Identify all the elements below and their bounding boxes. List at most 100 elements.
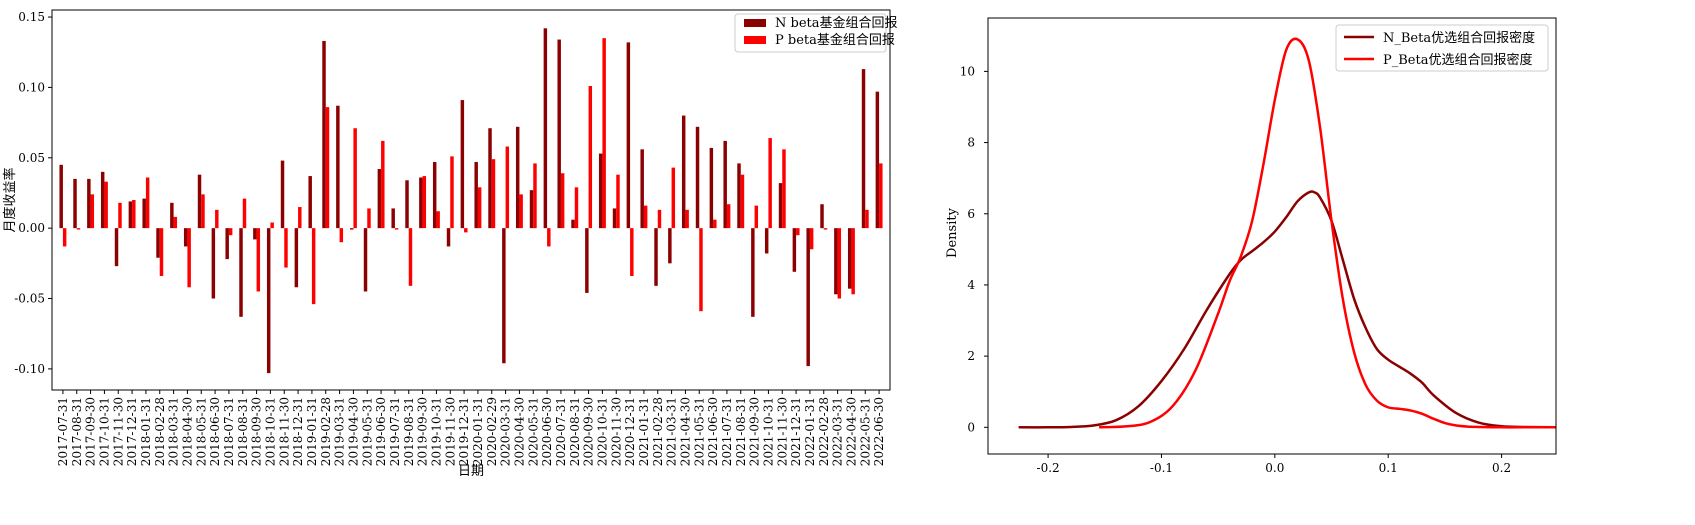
legend-swatch-p-beta	[744, 36, 766, 44]
bar-p-2021-07-31	[726, 204, 731, 229]
kde-x-tick-label: -0.1	[1150, 461, 1173, 475]
legend-label-n-beta-density: N_Beta优选组合回报密度	[1383, 30, 1535, 46]
kde-legend: N_Beta优选组合回报密度 P_Beta优选组合回报密度	[1335, 24, 1549, 72]
legend-label-p-beta: P beta基金组合回报	[775, 32, 895, 48]
bar-p-2021-06-30	[713, 219, 717, 229]
bar-n-2019-03-31	[336, 105, 340, 229]
bar-n-2021-02-28	[654, 228, 658, 286]
bar-n-2021-10-31	[764, 228, 769, 254]
bar-n-2020-02-29	[488, 128, 492, 229]
bar-p-2020-06-30	[547, 228, 551, 247]
bar-n-2021-06-30	[709, 147, 714, 229]
kde-x-tick-label: -0.2	[1037, 461, 1060, 475]
bar-p-2018-10-31	[270, 222, 274, 229]
bar-p-2020-05-31	[533, 163, 537, 229]
bar-n-2017-09-30	[87, 178, 91, 229]
bar-p-2020-11-30	[616, 174, 620, 229]
bar-p-2021-04-30	[685, 209, 689, 229]
bar-x-axis-label: 日期	[458, 464, 484, 479]
bar-n-2018-04-30	[183, 228, 188, 247]
bar-x-tick-label: 2018-06-30	[208, 397, 222, 466]
bar-p-2019-04-30	[353, 128, 357, 229]
kde-y-tick-label: 2	[967, 349, 975, 363]
bar-x-tick-label: 2018-08-31	[236, 397, 250, 466]
bar-p-2019-12-31	[464, 228, 468, 233]
bar-x-tick-label: 2021-03-31	[665, 397, 679, 466]
kde-y-tick-label: 10	[960, 64, 975, 78]
kde-chart: 0 2 4 6 8 10 -0.2 -0.1 0.0 0.1 0.2 Density N_Beta…	[945, 17, 1557, 475]
bar-p-2017-07-31	[62, 228, 67, 247]
kde-x-tick-label: 0.1	[1379, 461, 1398, 475]
bar-p-2022-06-30	[879, 163, 883, 229]
bar-x-tick-label: 2020-09-30	[582, 397, 596, 466]
bar-n-2019-10-31	[432, 162, 437, 229]
bar-p-2020-03-31	[505, 146, 510, 229]
bar-p-2019-07-31	[394, 228, 399, 230]
bar-y-tick-label: -0.05	[14, 292, 45, 306]
bar-x-tick-label: 2021-05-31	[692, 397, 706, 466]
bar-p-2019-05-31	[367, 208, 371, 229]
bar-n-2020-12-31	[626, 42, 631, 229]
kde-legend-box	[1335, 24, 1549, 72]
bar-p-2018-03-31	[173, 216, 178, 229]
bar-p-2018-08-31	[242, 198, 247, 229]
bar-n-2019-07-31	[391, 208, 395, 229]
bar-x-tick-label: 2021-09-30	[748, 397, 762, 466]
bar-y-axis-ticks: -0.10 -0.05 0.00 0.05 0.10 0.15	[14, 10, 52, 376]
bar-x-tick-label: 2020-12-31	[623, 397, 637, 466]
bar-p-2019-02-28	[325, 107, 330, 229]
bar-n-2020-01-31	[474, 162, 478, 229]
bar-x-tick-label: 2017-10-31	[97, 397, 111, 466]
density-line-p-beta	[1099, 37, 1556, 429]
bar-x-tick-label: 2019-04-30	[346, 397, 360, 466]
bar-legend: N beta基金组合回报 P beta基金组合回报	[734, 13, 898, 53]
bar-n-2020-06-30	[543, 28, 548, 229]
bar-y-axis-label: 月度收益率	[2, 167, 18, 232]
bar-p-2019-03-31	[339, 228, 344, 243]
bar-x-tick-label: 2020-10-31	[595, 397, 609, 466]
bar-p-2018-07-31	[228, 228, 233, 236]
bar-p-2017-12-31	[132, 200, 136, 229]
bar-n-2019-09-30	[419, 177, 423, 229]
bar-n-2018-11-30	[280, 160, 285, 229]
bar-x-tick-label: 2019-03-31	[333, 397, 347, 466]
bar-x-tick-label: 2018-07-31	[222, 397, 236, 466]
bar-p-2017-09-30	[90, 194, 95, 229]
bar-x-tick-label: 2018-04-30	[180, 397, 194, 466]
bar-x-axis-ticks: 2017-07-31 2017-08-31 2017-09-30 2017-10-31…	[56, 390, 886, 466]
bar-x-tick-label: 2021-10-31	[761, 397, 775, 466]
bar-n-2022-04-30	[847, 228, 852, 289]
bar-p-2021-11-30	[782, 149, 786, 229]
bar-n-2021-12-31	[792, 228, 797, 272]
bar-p-2019-08-31	[408, 228, 413, 286]
bar-n-2020-03-31	[502, 228, 506, 364]
bar-n-2022-01-31	[806, 228, 810, 367]
bar-n-2020-11-30	[612, 208, 617, 229]
bar-n-2017-07-31	[59, 164, 63, 229]
density-line-n-beta	[1018, 190, 1557, 429]
bar-y-tick-label: 0.00	[18, 221, 45, 235]
bar-x-tick-label: 2019-01-31	[305, 397, 319, 466]
bar-p-2018-06-30	[215, 209, 219, 229]
bar-p-2019-10-31	[436, 211, 440, 229]
bar-p-2020-01-31	[477, 187, 482, 229]
bar-p-2019-01-31	[311, 228, 316, 305]
bar-y-tick-label: 0.05	[18, 151, 45, 165]
bar-n-2021-01-31	[640, 149, 644, 229]
bar-n-2020-09-30	[585, 228, 589, 293]
bar-p-2018-09-30	[256, 228, 261, 292]
bar-x-tick-label: 2021-12-31	[789, 397, 803, 466]
bar-x-tick-label: 2018-11-30	[277, 397, 291, 466]
bar-x-tick-label: 2022-06-30	[872, 397, 886, 466]
bar-x-tick-label: 2018-12-31	[291, 397, 305, 466]
bar-n-2021-08-31	[737, 163, 741, 229]
bar-p-2019-06-30	[381, 140, 385, 229]
bar-n-2022-06-30	[875, 91, 880, 229]
bar-n-2018-03-31	[170, 202, 174, 229]
bar-x-tick-label: 2019-10-31	[429, 397, 443, 466]
bar-x-tick-label: 2020-07-31	[554, 397, 568, 466]
bar-x-tick-label: 2022-03-31	[831, 397, 845, 466]
bar-marks	[59, 28, 883, 374]
bar-p-2020-07-31	[560, 173, 565, 229]
legend-swatch-n-beta	[744, 19, 766, 27]
